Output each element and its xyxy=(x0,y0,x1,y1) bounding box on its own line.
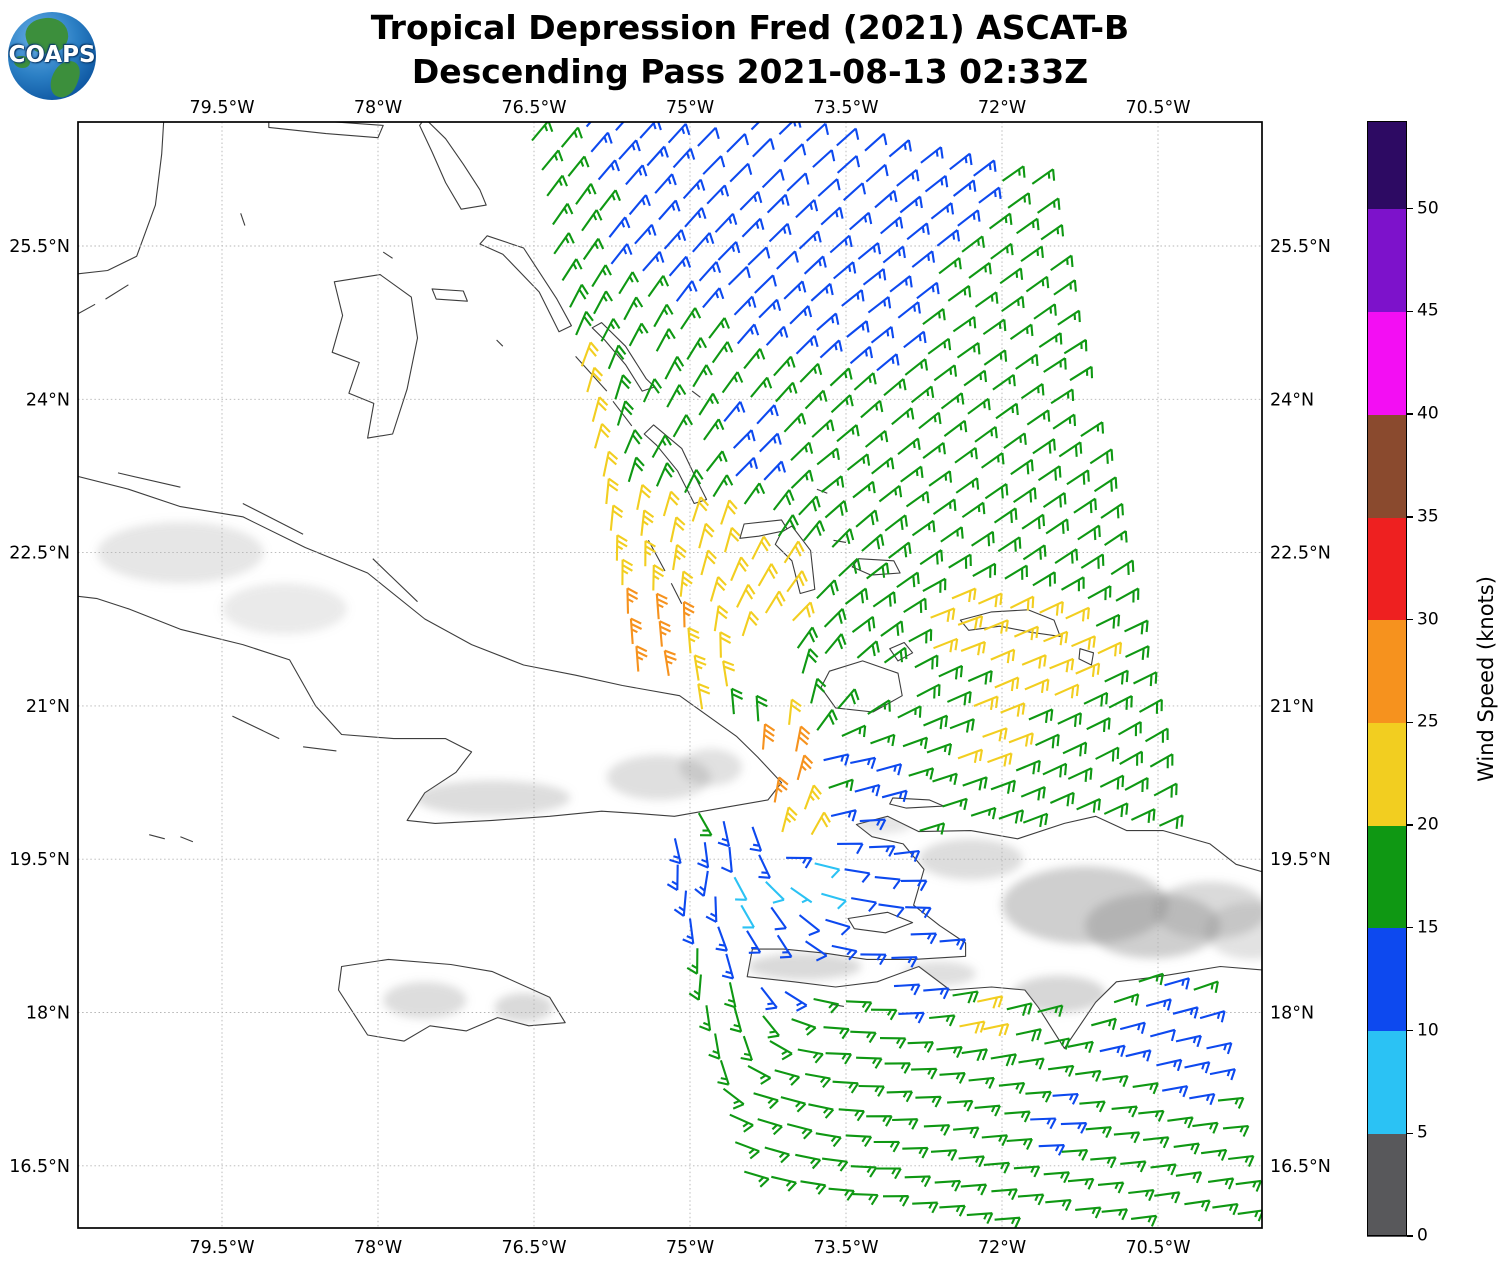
colorbar-segment-40 xyxy=(1367,311,1407,415)
colorbar-segment-20 xyxy=(1367,722,1407,826)
lon-tick-top: 75°W xyxy=(666,98,714,118)
map-frame xyxy=(77,121,1263,1229)
land-grand-bahama xyxy=(268,122,384,139)
lat-tick-right: 25.5°N xyxy=(1270,237,1331,257)
wind-barbs xyxy=(531,122,1262,1228)
colorbar-tick-10: 10 xyxy=(1417,1020,1439,1041)
colorbar-tick-30: 30 xyxy=(1417,609,1439,630)
colorbar-tickmark xyxy=(1407,1235,1413,1237)
land-tortuga xyxy=(889,797,945,809)
land-florida xyxy=(78,122,165,275)
lon-tick-top: 79.5°W xyxy=(189,98,254,118)
map-layers xyxy=(78,122,1262,1228)
colorbar-tick-25: 25 xyxy=(1417,711,1439,732)
colorbar-tick-15: 15 xyxy=(1417,917,1439,938)
plot-title-line1: Tropical Depression Fred (2021) ASCAT-B xyxy=(370,8,1130,47)
lat-tick-right: 21°N xyxy=(1270,697,1314,717)
lon-tick-bottom: 79.5°W xyxy=(189,1238,254,1258)
graticule xyxy=(78,122,1262,1228)
lat-tick-right: 18°N xyxy=(1270,1004,1314,1024)
colorbar-tickmark xyxy=(1407,824,1413,826)
lon-tick-top: 78°W xyxy=(354,98,402,118)
colorbar-segment-35 xyxy=(1367,414,1407,518)
colorbar-segment-30 xyxy=(1367,516,1407,621)
land-andros xyxy=(331,274,419,439)
lat-tick-left: 24°N xyxy=(26,390,70,410)
colorbar-tick-40: 40 xyxy=(1417,403,1439,424)
colorbar-segment-5 xyxy=(1367,1030,1407,1134)
colorbar-tickmark xyxy=(1407,618,1413,621)
lat-tick-right: 24°N xyxy=(1270,390,1314,410)
colorbar-segment-10 xyxy=(1367,927,1407,1032)
colorbar-segment-0 xyxy=(1367,1133,1407,1237)
colorbar-tick-0: 0 xyxy=(1417,1225,1428,1246)
lat-tick-right: 22.5°N xyxy=(1270,544,1331,564)
land-acklins xyxy=(774,525,816,595)
land-cat-island xyxy=(591,322,656,392)
colorbar-tickmark xyxy=(1407,721,1413,723)
colorbar-tickmark xyxy=(1407,310,1413,313)
lat-tick-right: 19.5°N xyxy=(1270,850,1331,870)
land-abaco xyxy=(419,122,487,210)
lon-tick-bottom: 76.5°W xyxy=(501,1238,566,1258)
colorbar-tick-5: 5 xyxy=(1417,1122,1428,1143)
lat-tick-left: 21°N xyxy=(26,697,70,717)
colorbar-border xyxy=(1367,121,1407,1236)
coaps-logo: COAPS xyxy=(8,12,96,100)
lat-tick-left: 19.5°N xyxy=(9,850,70,870)
colorbar-segment-15 xyxy=(1367,825,1407,929)
colorbar-tickmark xyxy=(1407,413,1413,415)
colorbar-tickmark xyxy=(1407,207,1413,210)
colorbar-tick-50: 50 xyxy=(1417,198,1439,219)
colorbar-tickmark xyxy=(1407,927,1413,929)
colorbar-segment-25 xyxy=(1367,619,1407,723)
lon-tick-bottom: 78°W xyxy=(354,1238,402,1258)
land-caicos xyxy=(959,609,1061,637)
lat-tick-left: 22.5°N xyxy=(9,544,70,564)
land-crooked-island xyxy=(739,519,789,539)
land-turks xyxy=(1078,648,1095,666)
land-new-providence xyxy=(431,288,468,302)
lon-tick-bottom: 73.5°W xyxy=(813,1238,878,1258)
colorbar-tick-45: 45 xyxy=(1417,300,1439,321)
colorbar-tick-35: 35 xyxy=(1417,506,1439,527)
lon-tick-top: 73.5°W xyxy=(813,98,878,118)
terrain-shading xyxy=(97,521,1262,1022)
plot-title: Tropical Depression Fred (2021) ASCAT-B … xyxy=(0,6,1500,94)
colorbar: 0 5 10 15 20 25 30 35 40 45 50 xyxy=(1367,121,1439,1246)
colorbar-segment-50 xyxy=(1367,121,1407,210)
colorbar-tickmark xyxy=(1407,516,1413,518)
land-gonave xyxy=(847,911,914,934)
lat-tick-left: 16.5°N xyxy=(9,1157,70,1177)
land-eleuthera xyxy=(479,235,572,333)
lat-tick-left: 18°N xyxy=(26,1004,70,1024)
island-chains xyxy=(78,213,847,1007)
lon-tick-bottom: 70.5°W xyxy=(1125,1238,1190,1258)
lon-tick-bottom: 72°W xyxy=(978,1238,1026,1258)
axis-labels: 79.5°W 79.5°W 78°W 78°W 76.5°W 76.5°W 75°W 75°W… xyxy=(9,98,1331,1258)
lat-tick-right: 16.5°N xyxy=(1270,1157,1331,1177)
logo-text: COAPS xyxy=(8,41,96,68)
globe-landmass-icon xyxy=(14,56,30,68)
plot-title-line2: Descending Pass 2021-08-13 02:33Z xyxy=(411,52,1089,91)
lat-tick-left: 25.5°N xyxy=(9,237,70,257)
colorbar-label: Wind Speed (knots) xyxy=(1474,576,1498,782)
colorbar-segment-45 xyxy=(1367,208,1407,313)
lon-tick-top: 70.5°W xyxy=(1125,98,1190,118)
lon-tick-top: 76.5°W xyxy=(501,98,566,118)
colorbar-tick-20: 20 xyxy=(1417,814,1439,835)
colorbar-tickmark xyxy=(1407,1029,1413,1032)
land-long-island xyxy=(643,424,708,505)
lon-tick-top: 72°W xyxy=(978,98,1026,118)
lon-tick-bottom: 75°W xyxy=(666,1238,714,1258)
colorbar-tickmark xyxy=(1407,1132,1413,1134)
